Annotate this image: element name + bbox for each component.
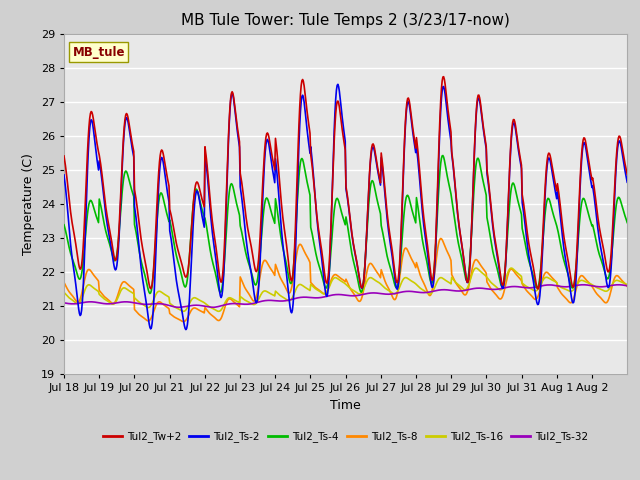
- X-axis label: Time: Time: [330, 399, 361, 412]
- Legend: Tul2_Tw+2, Tul2_Ts-2, Tul2_Ts-4, Tul2_Ts-8, Tul2_Ts-16, Tul2_Ts-32: Tul2_Tw+2, Tul2_Ts-2, Tul2_Ts-4, Tul2_Ts…: [99, 427, 593, 446]
- Y-axis label: Temperature (C): Temperature (C): [22, 153, 35, 255]
- Text: MB_tule: MB_tule: [72, 46, 125, 59]
- Title: MB Tule Tower: Tule Temps 2 (3/23/17-now): MB Tule Tower: Tule Temps 2 (3/23/17-now…: [181, 13, 510, 28]
